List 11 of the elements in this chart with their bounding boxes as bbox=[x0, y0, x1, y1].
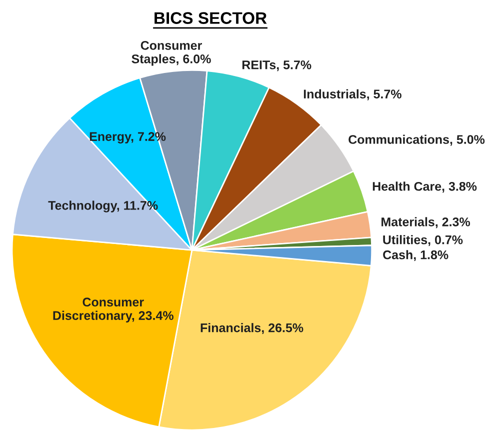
slice-label: Cash, 1.8% bbox=[383, 250, 448, 262]
slice-label: Utilities, 0.7% bbox=[383, 235, 463, 246]
slice-label: Communications, 5.0% bbox=[348, 134, 485, 146]
slice-label: Consumer Discretionary, 23.4% bbox=[53, 298, 174, 322]
slice-label: REITs, 5.7% bbox=[242, 60, 312, 72]
slice-label: Industrials, 5.7% bbox=[304, 89, 402, 100]
slice-label: Health Care, 3.8% bbox=[372, 182, 477, 193]
slice-label: Consumer Staples, 6.0% bbox=[132, 41, 211, 66]
slice-label: Financials, 26.5% bbox=[200, 323, 304, 334]
chart-title: BICS SECTOR bbox=[154, 12, 267, 24]
slice-label: Materials, 2.3% bbox=[382, 217, 470, 228]
